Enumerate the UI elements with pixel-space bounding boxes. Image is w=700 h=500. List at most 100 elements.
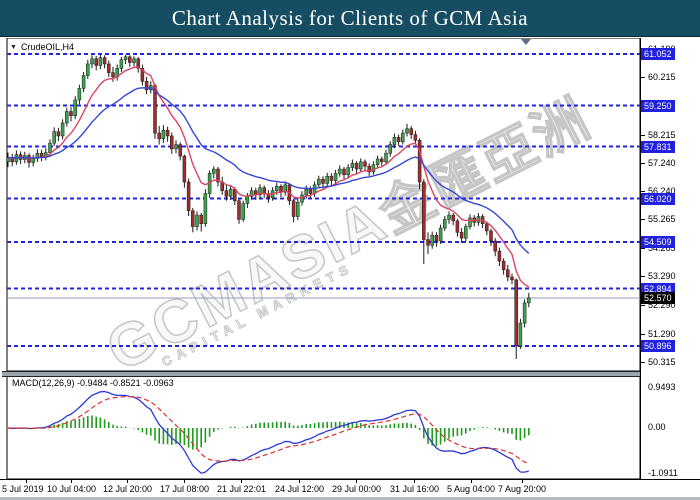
candle — [304, 188, 308, 196]
candle — [459, 232, 464, 239]
candle — [98, 57, 103, 66]
candle — [69, 111, 73, 117]
candle — [165, 129, 170, 137]
candle — [405, 128, 409, 134]
time-axis-label: 17 Jul 08:00 — [160, 484, 210, 494]
candle — [77, 88, 82, 101]
panel-divider-handle[interactable] — [2, 371, 640, 377]
time-tick-mark — [184, 480, 185, 483]
candle — [182, 155, 187, 183]
price-tick-mark — [641, 134, 645, 136]
price-level-badge: 54.509 — [641, 236, 675, 249]
candle — [493, 240, 497, 252]
candle — [438, 227, 443, 242]
candle — [203, 193, 208, 224]
candle — [191, 210, 195, 227]
candle — [161, 129, 166, 140]
candle — [128, 56, 132, 63]
candle — [170, 135, 174, 150]
title-bar: Chart Analysis for Clients of GCM Asia — [0, 0, 700, 37]
macd-indicator-label: MACD(12,26,9) -0.9484 -0.8521 -0.0963 — [12, 378, 174, 388]
candle — [350, 163, 355, 168]
time-tick-mark — [71, 480, 72, 483]
candle — [333, 173, 338, 181]
candle — [359, 161, 363, 170]
page-title: Chart Analysis for Clients of GCM Asia — [171, 5, 529, 30]
candle — [396, 137, 401, 142]
candle — [132, 58, 136, 63]
candle — [249, 190, 254, 197]
moving-average-line — [7, 66, 530, 288]
price-level-badge: 56.020 — [641, 192, 675, 205]
time-axis-label: 10 Jul 04:00 — [47, 484, 97, 494]
candle — [275, 186, 279, 191]
chart-shift-marker-icon[interactable] — [521, 39, 531, 45]
macd-line — [7, 390, 529, 474]
candle — [321, 178, 325, 184]
price-axis[interactable]: 61.19060.21558.21557.24056.24055.26554.2… — [641, 38, 700, 480]
candle — [371, 164, 376, 173]
price-tick-mark — [641, 219, 645, 221]
candle — [527, 297, 531, 304]
time-tick-mark — [299, 480, 300, 483]
macd-panel[interactable] — [2, 375, 640, 479]
candle — [363, 161, 367, 167]
candle — [228, 188, 233, 197]
price-panel[interactable] — [2, 38, 640, 371]
price-tick-mark — [641, 248, 645, 250]
candle — [367, 165, 371, 173]
price-tick-mark — [641, 276, 645, 278]
candle — [237, 200, 241, 220]
candle — [73, 99, 77, 117]
candle — [338, 168, 342, 174]
time-axis[interactable]: 5 Jul 2019 10 Jul 04:00 12 Jul 20:00 17 Jul… — [0, 479, 700, 497]
candle — [48, 142, 52, 153]
time-tick-mark — [414, 480, 415, 483]
candle — [501, 260, 506, 271]
candle — [329, 175, 334, 181]
price-tick-mark — [641, 76, 645, 78]
candle — [489, 230, 493, 242]
candle — [35, 152, 40, 159]
candle — [279, 186, 283, 193]
price-level-badge: 57.831 — [641, 140, 675, 153]
candle — [300, 194, 304, 203]
candle — [216, 168, 220, 183]
candle — [464, 226, 468, 239]
price-tick-label: 55.265 — [648, 214, 676, 225]
candle — [90, 58, 94, 65]
candle — [86, 63, 90, 76]
candle — [296, 201, 300, 217]
candle — [111, 72, 115, 78]
time-axis-label: 7 Aug 20:00 — [498, 484, 547, 494]
candle — [346, 167, 350, 176]
candle — [94, 58, 98, 66]
candle — [52, 131, 56, 144]
price-tick-mark — [641, 333, 645, 335]
candle — [241, 203, 245, 220]
candle — [518, 322, 523, 347]
price-tick-mark — [641, 361, 645, 363]
candle — [447, 214, 451, 220]
time-axis-label: 5 Aug 04:00 — [447, 484, 496, 494]
candle — [283, 184, 287, 193]
price-panel-border — [6, 38, 640, 371]
price-tick-mark — [641, 305, 645, 307]
moving-average-line — [7, 87, 530, 254]
candle — [144, 80, 149, 91]
symbol-label: ▼ CrudeOIL,H4 — [10, 42, 74, 52]
price-tick-mark — [641, 162, 645, 164]
candle — [497, 250, 502, 262]
candle — [514, 279, 518, 347]
candle — [266, 193, 271, 199]
candle — [60, 122, 65, 137]
candle — [212, 168, 216, 174]
price-tick-label: 54.265 — [648, 243, 676, 254]
time-axis-label: 24 Jul 12:00 — [275, 484, 325, 494]
candle — [468, 217, 472, 227]
candle — [455, 220, 460, 233]
mt4-chart-window[interactable]: GCMASIA金匯亞洲 CAPITAL MARKETS 61.19060.215… — [0, 37, 700, 500]
candle — [325, 175, 329, 184]
candle — [384, 152, 388, 163]
candle — [342, 168, 346, 176]
